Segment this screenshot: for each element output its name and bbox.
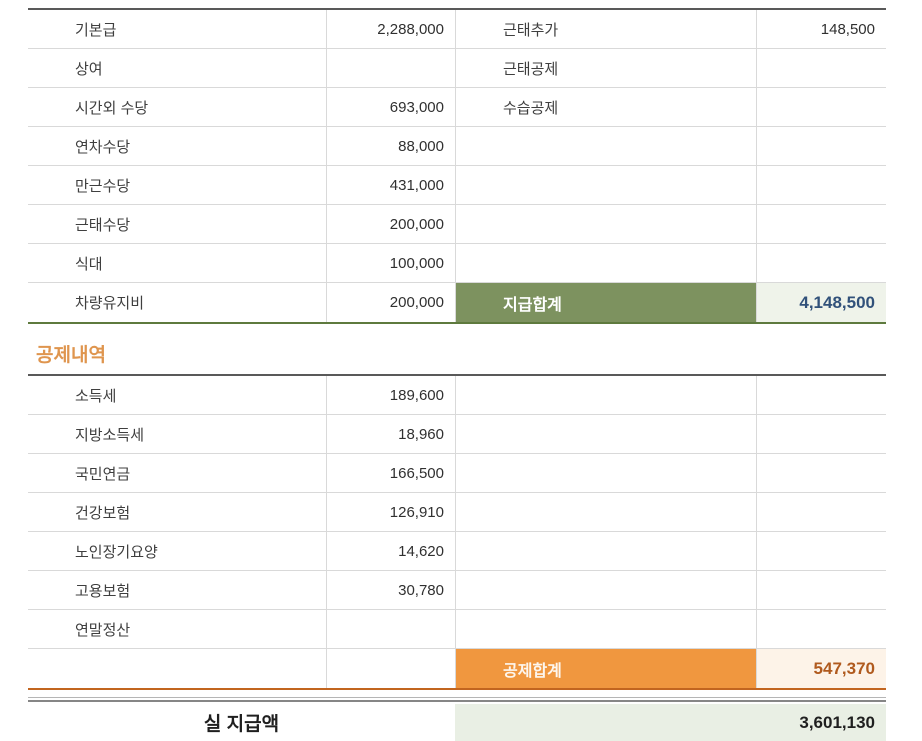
deduction-total-amount: 547,370 <box>757 649 886 688</box>
pay-item-amount <box>757 244 886 283</box>
deduction-item-amount <box>327 649 456 688</box>
pay-item-amount <box>757 88 886 127</box>
net-pay-label: 실 지급액 <box>28 704 455 741</box>
net-pay-amount: 3,601,130 <box>455 704 886 741</box>
deduction-item-amount <box>327 610 456 649</box>
pay-total-amount: 4,148,500 <box>757 283 886 322</box>
net-pay-row: 실 지급액 3,601,130 <box>28 704 886 741</box>
deduction-item-amount: 126,910 <box>327 493 456 532</box>
deduction-item-amount <box>757 454 886 493</box>
deduction-item-label <box>456 571 757 610</box>
deductions-table: 소득세 189,600 지방소득세 18,960 국민연금 166,500 건강… <box>28 374 886 690</box>
pay-item-amount: 200,000 <box>327 283 456 322</box>
deduction-item-label: 건강보험 <box>28 493 327 532</box>
pay-item-label: 수습공제 <box>456 88 757 127</box>
deduction-item-label: 소득세 <box>28 376 327 415</box>
deduction-item-label <box>456 415 757 454</box>
deduction-item-label: 고용보험 <box>28 571 327 610</box>
pay-item-amount <box>757 127 886 166</box>
pay-item-amount <box>757 205 886 244</box>
deduction-item-label <box>456 454 757 493</box>
deduction-item-amount <box>757 376 886 415</box>
pay-item-amount: 431,000 <box>327 166 456 205</box>
pay-item-label <box>456 127 757 166</box>
deduction-item-amount <box>757 610 886 649</box>
pay-item-label: 연차수당 <box>28 127 327 166</box>
deduction-item-label <box>456 610 757 649</box>
deduction-item-amount: 18,960 <box>327 415 456 454</box>
pay-item-amount <box>327 49 456 88</box>
deduction-item-label: 국민연금 <box>28 454 327 493</box>
pay-item-amount: 693,000 <box>327 88 456 127</box>
deduction-total-label: 공제합계 <box>456 649 757 688</box>
pay-item-amount <box>757 49 886 88</box>
pay-item-amount: 2,288,000 <box>327 10 456 49</box>
pay-item-label <box>456 244 757 283</box>
deduction-item-amount: 14,620 <box>327 532 456 571</box>
pay-item-label: 근태수당 <box>28 205 327 244</box>
net-pay-divider <box>28 697 886 702</box>
deductions-section-heading: 공제내역 <box>36 345 106 366</box>
pay-table: 기본급 2,288,000 근태추가 148,500 상여 근태공제 시간외 수… <box>28 8 886 324</box>
pay-item-label: 기본급 <box>28 10 327 49</box>
deduction-item-label <box>456 376 757 415</box>
deduction-item-label <box>456 532 757 571</box>
deduction-item-label <box>456 493 757 532</box>
pay-item-amount: 100,000 <box>327 244 456 283</box>
pay-item-label <box>456 166 757 205</box>
deduction-item-label <box>28 649 327 688</box>
deduction-item-label: 연말정산 <box>28 610 327 649</box>
pay-item-label <box>456 205 757 244</box>
deduction-item-amount <box>757 493 886 532</box>
pay-item-label: 차량유지비 <box>28 283 327 322</box>
deduction-item-amount: 166,500 <box>327 454 456 493</box>
deduction-item-label: 노인장기요양 <box>28 532 327 571</box>
pay-total-label: 지급합계 <box>456 283 757 322</box>
deduction-item-amount <box>757 415 886 454</box>
pay-item-amount <box>757 166 886 205</box>
deduction-item-label: 지방소득세 <box>28 415 327 454</box>
deduction-item-amount <box>757 532 886 571</box>
deduction-item-amount: 189,600 <box>327 376 456 415</box>
pay-item-amount: 200,000 <box>327 205 456 244</box>
pay-item-label: 시간외 수당 <box>28 88 327 127</box>
deduction-item-amount: 30,780 <box>327 571 456 610</box>
pay-item-amount: 148,500 <box>757 10 886 49</box>
pay-item-label: 근태추가 <box>456 10 757 49</box>
pay-item-label: 만근수당 <box>28 166 327 205</box>
pay-item-label: 상여 <box>28 49 327 88</box>
deduction-item-amount <box>757 571 886 610</box>
pay-item-label: 근태공제 <box>456 49 757 88</box>
pay-item-label: 식대 <box>28 244 327 283</box>
pay-item-amount: 88,000 <box>327 127 456 166</box>
